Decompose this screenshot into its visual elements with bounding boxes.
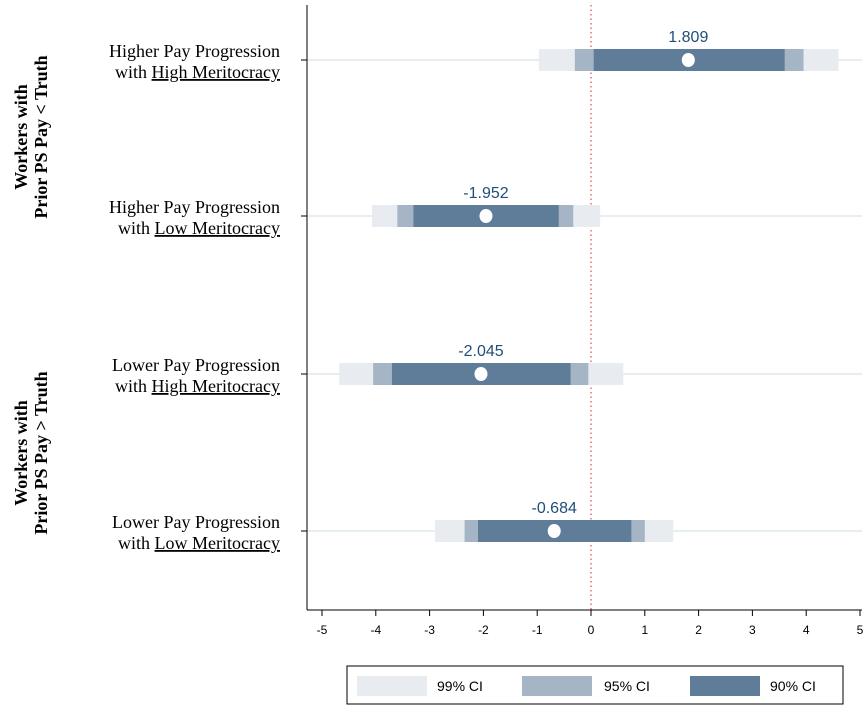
value-label: -0.684 xyxy=(532,500,577,517)
point-estimate xyxy=(479,209,493,223)
coef-row: -0.684 xyxy=(434,500,674,542)
value-label: -2.045 xyxy=(458,343,503,360)
legend: 99% CI 95% CI 90% CI xyxy=(346,665,844,705)
row-label-line2: with Low Meritocracy xyxy=(118,533,280,553)
row-label-prefix: with xyxy=(118,218,155,238)
x-tick-label: 5 xyxy=(857,623,864,637)
legend-label: 95% CI xyxy=(604,678,650,694)
legend-label: 90% CI xyxy=(770,678,816,694)
group-label: Workers with Prior PS Pay > Truth xyxy=(11,371,51,534)
x-tick-label: 2 xyxy=(695,623,702,637)
value-label: -1.952 xyxy=(463,185,508,202)
row-label-line1: Lower Pay Progression xyxy=(112,355,280,375)
x-tick-label: 0 xyxy=(588,623,595,637)
row-label-line1: Higher Pay Progression xyxy=(109,197,280,217)
x-axis-ticks: -5 -4 -3 -2 -1 0 1 2 3 4 5 xyxy=(317,610,864,637)
x-tick-label: -3 xyxy=(424,623,435,637)
legend-swatch xyxy=(522,676,592,696)
row-label-emphasis: Low Meritocracy xyxy=(155,533,280,553)
point-estimate xyxy=(547,524,561,538)
group-label-line2: Prior PS Pay < Truth xyxy=(31,55,51,218)
group-labels: Workers with Prior PS Pay < TruthWorkers … xyxy=(11,55,51,534)
group-label: Workers with Prior PS Pay < Truth xyxy=(11,55,51,218)
x-tick-label: 1 xyxy=(641,623,648,637)
legend-swatch xyxy=(690,676,760,696)
legend-label: 99% CI xyxy=(437,678,483,694)
coef-row: -2.045 xyxy=(339,343,624,385)
y-axis-ticks xyxy=(301,59,307,532)
x-tick-label: -2 xyxy=(478,623,489,637)
group-label-line1: Workers with xyxy=(11,84,31,190)
row-label-emphasis: High Meritocracy xyxy=(152,376,280,396)
x-tick-label: 4 xyxy=(803,623,810,637)
x-tick-label: -4 xyxy=(370,623,381,637)
gridlines xyxy=(307,59,862,532)
ci-bars: 1.809 -1.952 -2.045 -0.684 xyxy=(339,29,839,542)
row-label-prefix: with xyxy=(118,533,155,553)
row-label-line1: Higher Pay Progression xyxy=(109,41,280,61)
group-label-line2: Prior PS Pay > Truth xyxy=(31,371,51,534)
point-estimate xyxy=(681,53,695,67)
value-label: 1.809 xyxy=(668,29,708,46)
legend-box xyxy=(346,665,844,705)
coef-row: -1.952 xyxy=(372,185,601,227)
point-estimate xyxy=(474,367,488,381)
group-label-line1: Workers with xyxy=(11,400,31,506)
row-label-line2: with Low Meritocracy xyxy=(118,218,280,238)
coef-row: 1.809 xyxy=(538,29,839,71)
row-label-line2: with High Meritocracy xyxy=(115,376,280,396)
row-label-line2: with High Meritocracy xyxy=(115,62,280,82)
row-label-line1: Lower Pay Progression xyxy=(112,512,280,532)
x-tick-label: 3 xyxy=(749,623,756,637)
row-label-prefix: with xyxy=(115,376,152,396)
x-tick-label: -1 xyxy=(532,623,543,637)
row-label-emphasis: High Meritocracy xyxy=(152,62,280,82)
row-label-prefix: with xyxy=(115,62,152,82)
legend-swatch xyxy=(357,676,427,696)
row-label-emphasis: Low Meritocracy xyxy=(155,218,280,238)
x-tick-label: -5 xyxy=(317,623,328,637)
